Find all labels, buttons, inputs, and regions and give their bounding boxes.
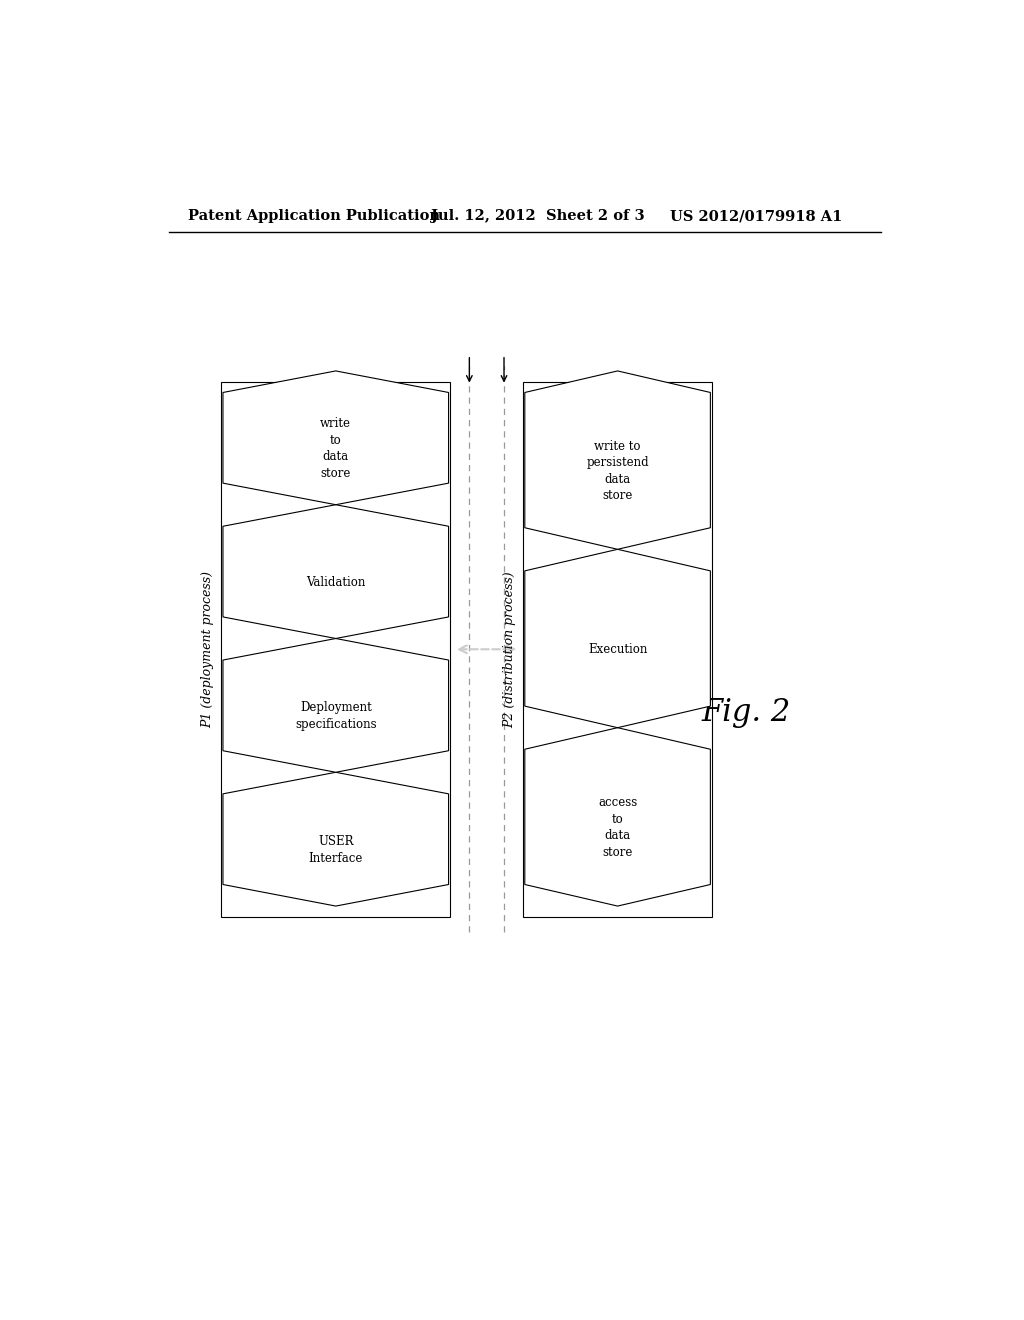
Text: P2 (distribution process): P2 (distribution process) xyxy=(503,572,516,727)
Polygon shape xyxy=(524,549,711,727)
Polygon shape xyxy=(524,727,711,906)
Bar xyxy=(221,381,451,917)
Text: Jul. 12, 2012  Sheet 2 of 3: Jul. 12, 2012 Sheet 2 of 3 xyxy=(431,209,644,223)
Polygon shape xyxy=(223,639,449,772)
Text: write to
persistend
data
store: write to persistend data store xyxy=(587,440,649,502)
Bar xyxy=(523,381,712,917)
Text: Patent Application Publication: Patent Application Publication xyxy=(188,209,440,223)
Polygon shape xyxy=(524,371,711,549)
Text: Validation: Validation xyxy=(306,576,366,589)
Polygon shape xyxy=(223,504,449,639)
Polygon shape xyxy=(223,371,449,504)
Text: write
to
data
store: write to data store xyxy=(321,417,351,480)
Text: P1 (deployment process): P1 (deployment process) xyxy=(201,570,214,727)
Text: Deployment
specifications: Deployment specifications xyxy=(295,701,377,731)
Polygon shape xyxy=(223,772,449,906)
Text: Fig. 2: Fig. 2 xyxy=(701,697,792,729)
Text: US 2012/0179918 A1: US 2012/0179918 A1 xyxy=(670,209,842,223)
Text: USER
Interface: USER Interface xyxy=(308,836,362,865)
Text: Execution: Execution xyxy=(588,643,647,656)
Text: access
to
data
store: access to data store xyxy=(598,796,637,859)
